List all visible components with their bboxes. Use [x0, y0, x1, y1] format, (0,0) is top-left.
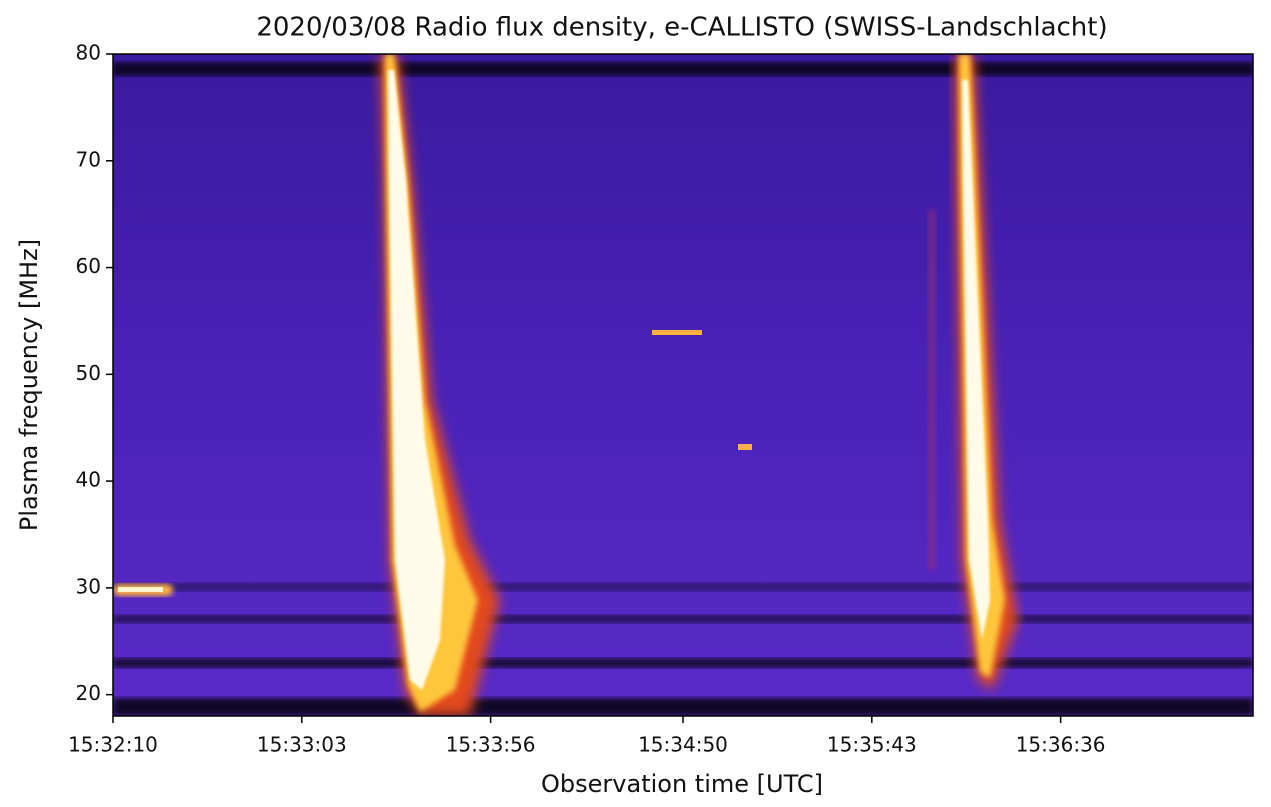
x-tick-label: 15:36:36 [1016, 733, 1106, 757]
x-tick-label: 15:34:50 [638, 733, 728, 757]
x-axis-label: Observation time [UTC] [541, 770, 823, 798]
y-tick-label: 30 [76, 574, 101, 598]
y-tick-label: 70 [76, 147, 101, 171]
spectrogram-image [113, 54, 1253, 716]
y-tick-label: 80 [76, 41, 101, 65]
y-tick-label: 60 [76, 254, 101, 278]
y-tick-label: 50 [76, 361, 101, 385]
x-tick-label: 15:35:43 [827, 733, 917, 757]
x-tick-label: 15:33:03 [257, 733, 347, 757]
y-tick-label: 20 [76, 681, 101, 705]
y-tick-label: 40 [76, 468, 101, 492]
x-tick-label: 15:33:56 [446, 733, 536, 757]
y-axis-label: Plasma frequency [MHz] [15, 239, 43, 531]
chart-title: 2020/03/08 Radio flux density, e-CALLIST… [256, 13, 1107, 43]
x-tick-label: 15:32:10 [68, 733, 158, 757]
